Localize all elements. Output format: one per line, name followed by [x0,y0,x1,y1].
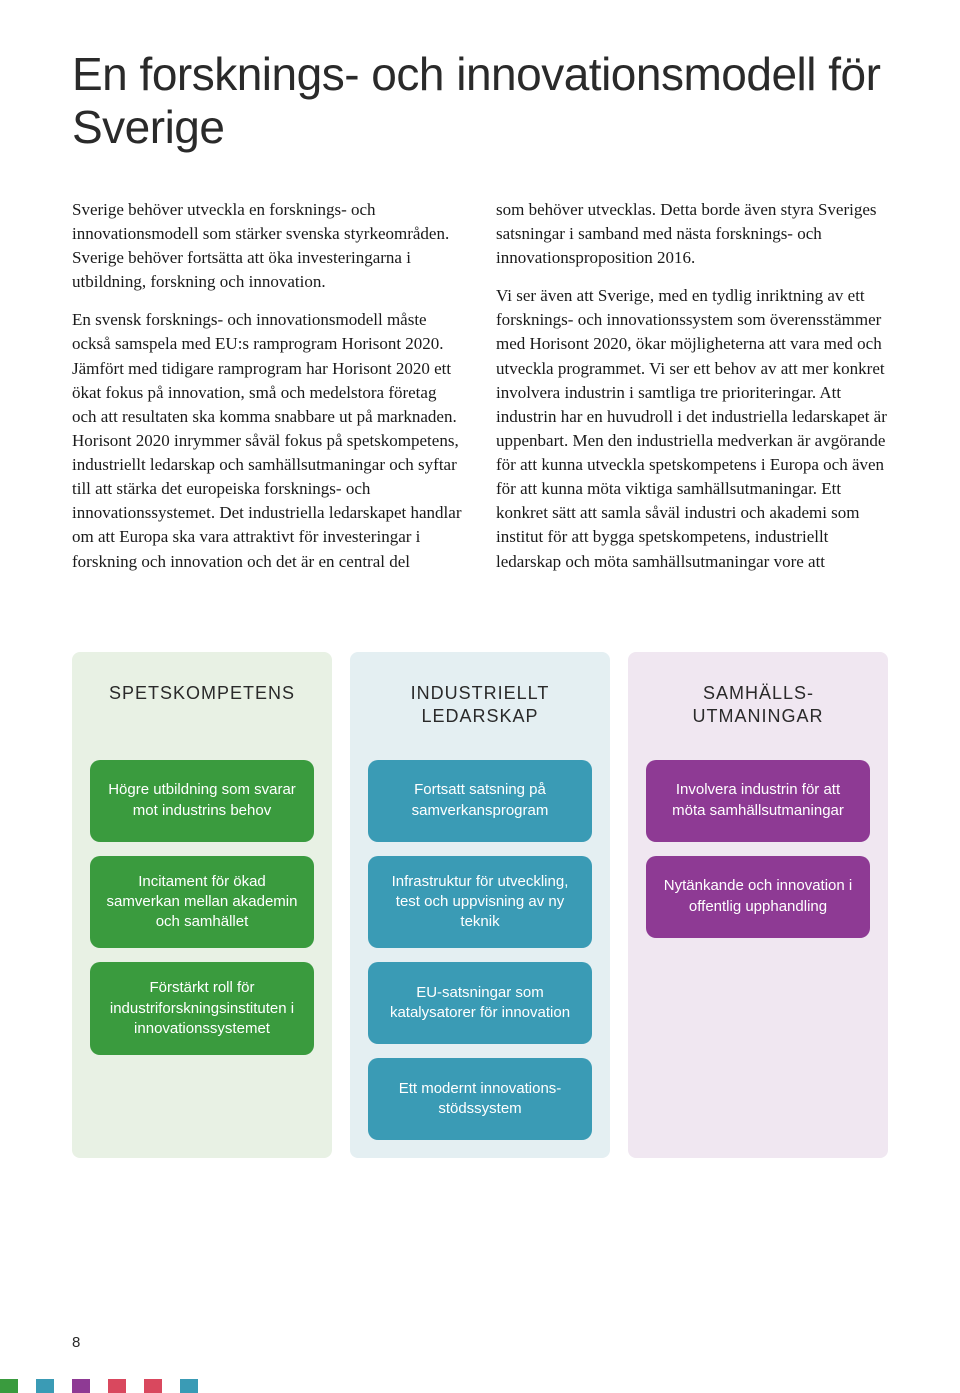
color-strip [0,1379,198,1393]
pill-item: Fortsatt satsning på samverkansprogram [368,760,592,842]
strip-segment [0,1379,18,1393]
body-column-right: som behöver utvecklas. Detta borde även … [496,198,888,588]
body-columns: Sverige behöver utveckla en forsknings- … [72,198,888,588]
pill-item: Ett modernt innovations­stödssystem [368,1058,592,1140]
pill-item: Incitament för ökad samverkan mellan aka… [90,856,314,949]
page-number: 8 [72,1334,80,1351]
body-paragraph: som behöver utvecklas. Detta borde även … [496,198,888,270]
strip-segment [36,1379,54,1393]
pill-item: Högre utbildning som svarar mot industri… [90,760,314,842]
card-industriellt: INDUSTRIELLT LEDARSKAP Fortsatt satsning… [350,652,610,1159]
strip-segment [180,1379,198,1393]
strip-segment [54,1379,72,1393]
card-samhalls: SAMHÄLLS­UTMANINGAR Involvera industrin … [628,652,888,1159]
card-spetskompetens: SPETSKOMPETENS Högre utbildning som svar… [72,652,332,1159]
card-title: SPETSKOMPETENS [90,682,314,730]
card-row: SPETSKOMPETENS Högre utbildning som svar… [72,652,888,1159]
page-title: En forsknings- och innovationsmodell för… [72,48,888,154]
body-paragraph: En svensk forsknings- och innovationsmod… [72,308,464,573]
pill-item: Involvera industrin för att möta samhäll… [646,760,870,842]
body-paragraph: Vi ser även att Sverige, med en tydlig i… [496,284,888,574]
strip-segment [126,1379,144,1393]
pill-item: Infrastruktur för utveckling, test och u… [368,856,592,949]
pill-item: EU-satsningar som katalysatorer för inno… [368,962,592,1044]
strip-segment [90,1379,108,1393]
strip-segment [144,1379,162,1393]
body-column-left: Sverige behöver utveckla en forsknings- … [72,198,464,588]
strip-segment [108,1379,126,1393]
strip-segment [72,1379,90,1393]
pill-item: Nytänkande och innovation i offentlig up… [646,856,870,938]
strip-segment [162,1379,180,1393]
strip-segment [18,1379,36,1393]
body-paragraph: Sverige behöver utveckla en forsknings- … [72,198,464,295]
pill-item: Förstärkt roll för industriforskningsins… [90,962,314,1055]
card-title: SAMHÄLLS­UTMANINGAR [646,682,870,730]
card-title: INDUSTRIELLT LEDARSKAP [368,682,592,730]
